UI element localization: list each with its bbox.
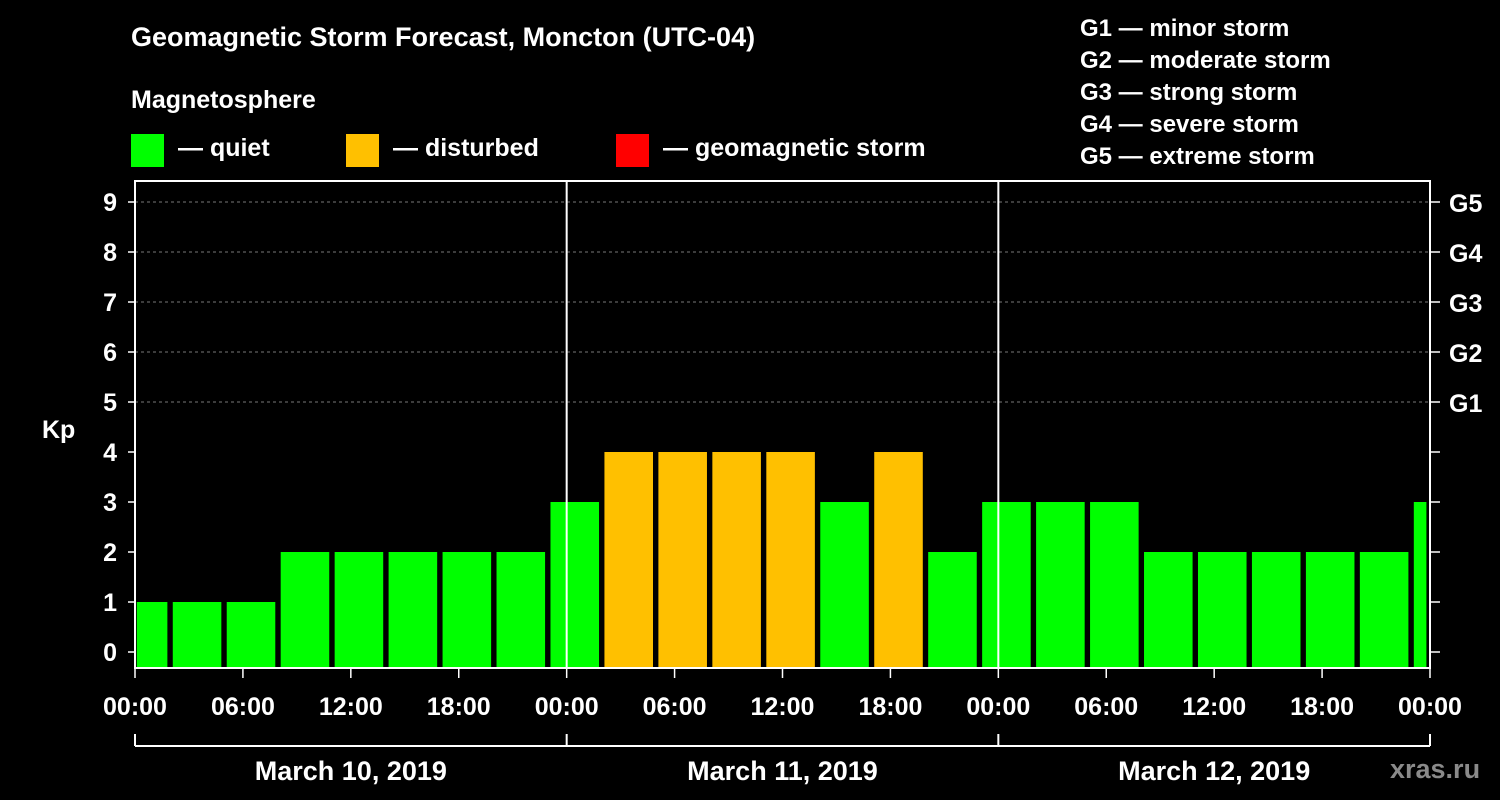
x-tick-label: 00:00	[1398, 693, 1462, 721]
bar-1	[136, 602, 168, 668]
bar-18	[1036, 502, 1085, 668]
g-level-label-g4: G4	[1449, 240, 1482, 268]
y-tick-label: 3	[103, 489, 117, 517]
x-tick-label: 12:00	[1182, 693, 1246, 721]
storm-scale-g4: G4 — severe storm	[1080, 111, 1299, 138]
bar-10	[604, 452, 653, 668]
y-tick-label: 8	[103, 239, 117, 267]
legend-label-storm: — geomagnetic storm	[663, 134, 926, 162]
bar-21	[1197, 552, 1247, 668]
legend-swatch-storm	[616, 134, 649, 167]
chart-title: Geomagnetic Storm Forecast, Moncton (UTC…	[131, 22, 756, 52]
legend-swatch-disturbed	[346, 134, 379, 167]
bar-14	[820, 502, 869, 668]
bar-3	[226, 602, 276, 668]
bar-17	[982, 502, 1031, 668]
bar-7	[442, 552, 492, 668]
x-tick-label: 00:00	[535, 693, 599, 721]
bar-16	[928, 552, 977, 668]
watermark: xras.ru	[1390, 754, 1481, 784]
bar-22	[1251, 552, 1301, 668]
x-tick-label: 06:00	[211, 693, 275, 721]
y-tick-label: 4	[103, 439, 117, 467]
legend-label-disturbed: — disturbed	[393, 134, 539, 162]
storm-scale-g3: G3 — strong storm	[1080, 79, 1298, 106]
x-tick-label: 00:00	[103, 693, 167, 721]
x-tick-label: 12:00	[319, 693, 383, 721]
bar-20	[1144, 552, 1193, 668]
storm-scale-g5: G5 — extreme storm	[1080, 143, 1315, 170]
legend-heading: Magnetosphere	[131, 86, 316, 114]
bar-4	[280, 552, 330, 668]
x-tick-label: 18:00	[427, 693, 491, 721]
bar-11	[658, 452, 707, 668]
bar-19	[1090, 502, 1139, 668]
x-tick-label: 06:00	[1074, 693, 1138, 721]
x-tick-label: 06:00	[643, 693, 707, 721]
bar-6	[388, 552, 438, 668]
bar-15	[874, 452, 923, 668]
bar-2	[172, 602, 222, 668]
legend-label-quiet: — quiet	[178, 134, 270, 162]
g-level-label-g2: G2	[1449, 340, 1482, 368]
storm-scale-legend: G1 — minor storm G2 — moderate storm G3 …	[1080, 13, 1331, 173]
bar-13	[766, 452, 815, 668]
y-tick-label: 5	[103, 389, 117, 417]
bar-8	[496, 552, 546, 668]
x-tick-label: 18:00	[1290, 693, 1354, 721]
bar-9	[550, 502, 600, 668]
y-tick-label: 1	[103, 589, 117, 617]
legend-swatch-quiet	[131, 134, 164, 167]
x-tick-label: 12:00	[751, 693, 815, 721]
g-level-label-g5: G5	[1449, 190, 1482, 218]
bar-24	[1359, 552, 1409, 668]
g-level-label-g1: G1	[1449, 390, 1482, 418]
day-label-1: March 10, 2019	[255, 756, 447, 786]
storm-scale-g1: G1 — minor storm	[1080, 15, 1290, 42]
bar-5	[334, 552, 384, 668]
g-level-label-g3: G3	[1449, 290, 1482, 318]
day-label-3: March 12, 2019	[1118, 756, 1310, 786]
x-tick-label: 18:00	[858, 693, 922, 721]
y-tick-label: 9	[103, 189, 117, 217]
y-tick-label: 0	[103, 639, 117, 667]
day-label-2: March 11, 2019	[687, 756, 878, 786]
bar-25	[1413, 502, 1427, 668]
x-tick-label: 00:00	[966, 693, 1030, 721]
bar-12	[712, 452, 761, 668]
y-axis-label: Kp	[42, 416, 75, 444]
y-tick-label: 6	[103, 339, 117, 367]
bar-23	[1305, 552, 1355, 668]
y-tick-label: 2	[103, 539, 117, 567]
y-tick-label: 7	[103, 289, 117, 317]
storm-scale-g2: G2 — moderate storm	[1080, 47, 1331, 74]
